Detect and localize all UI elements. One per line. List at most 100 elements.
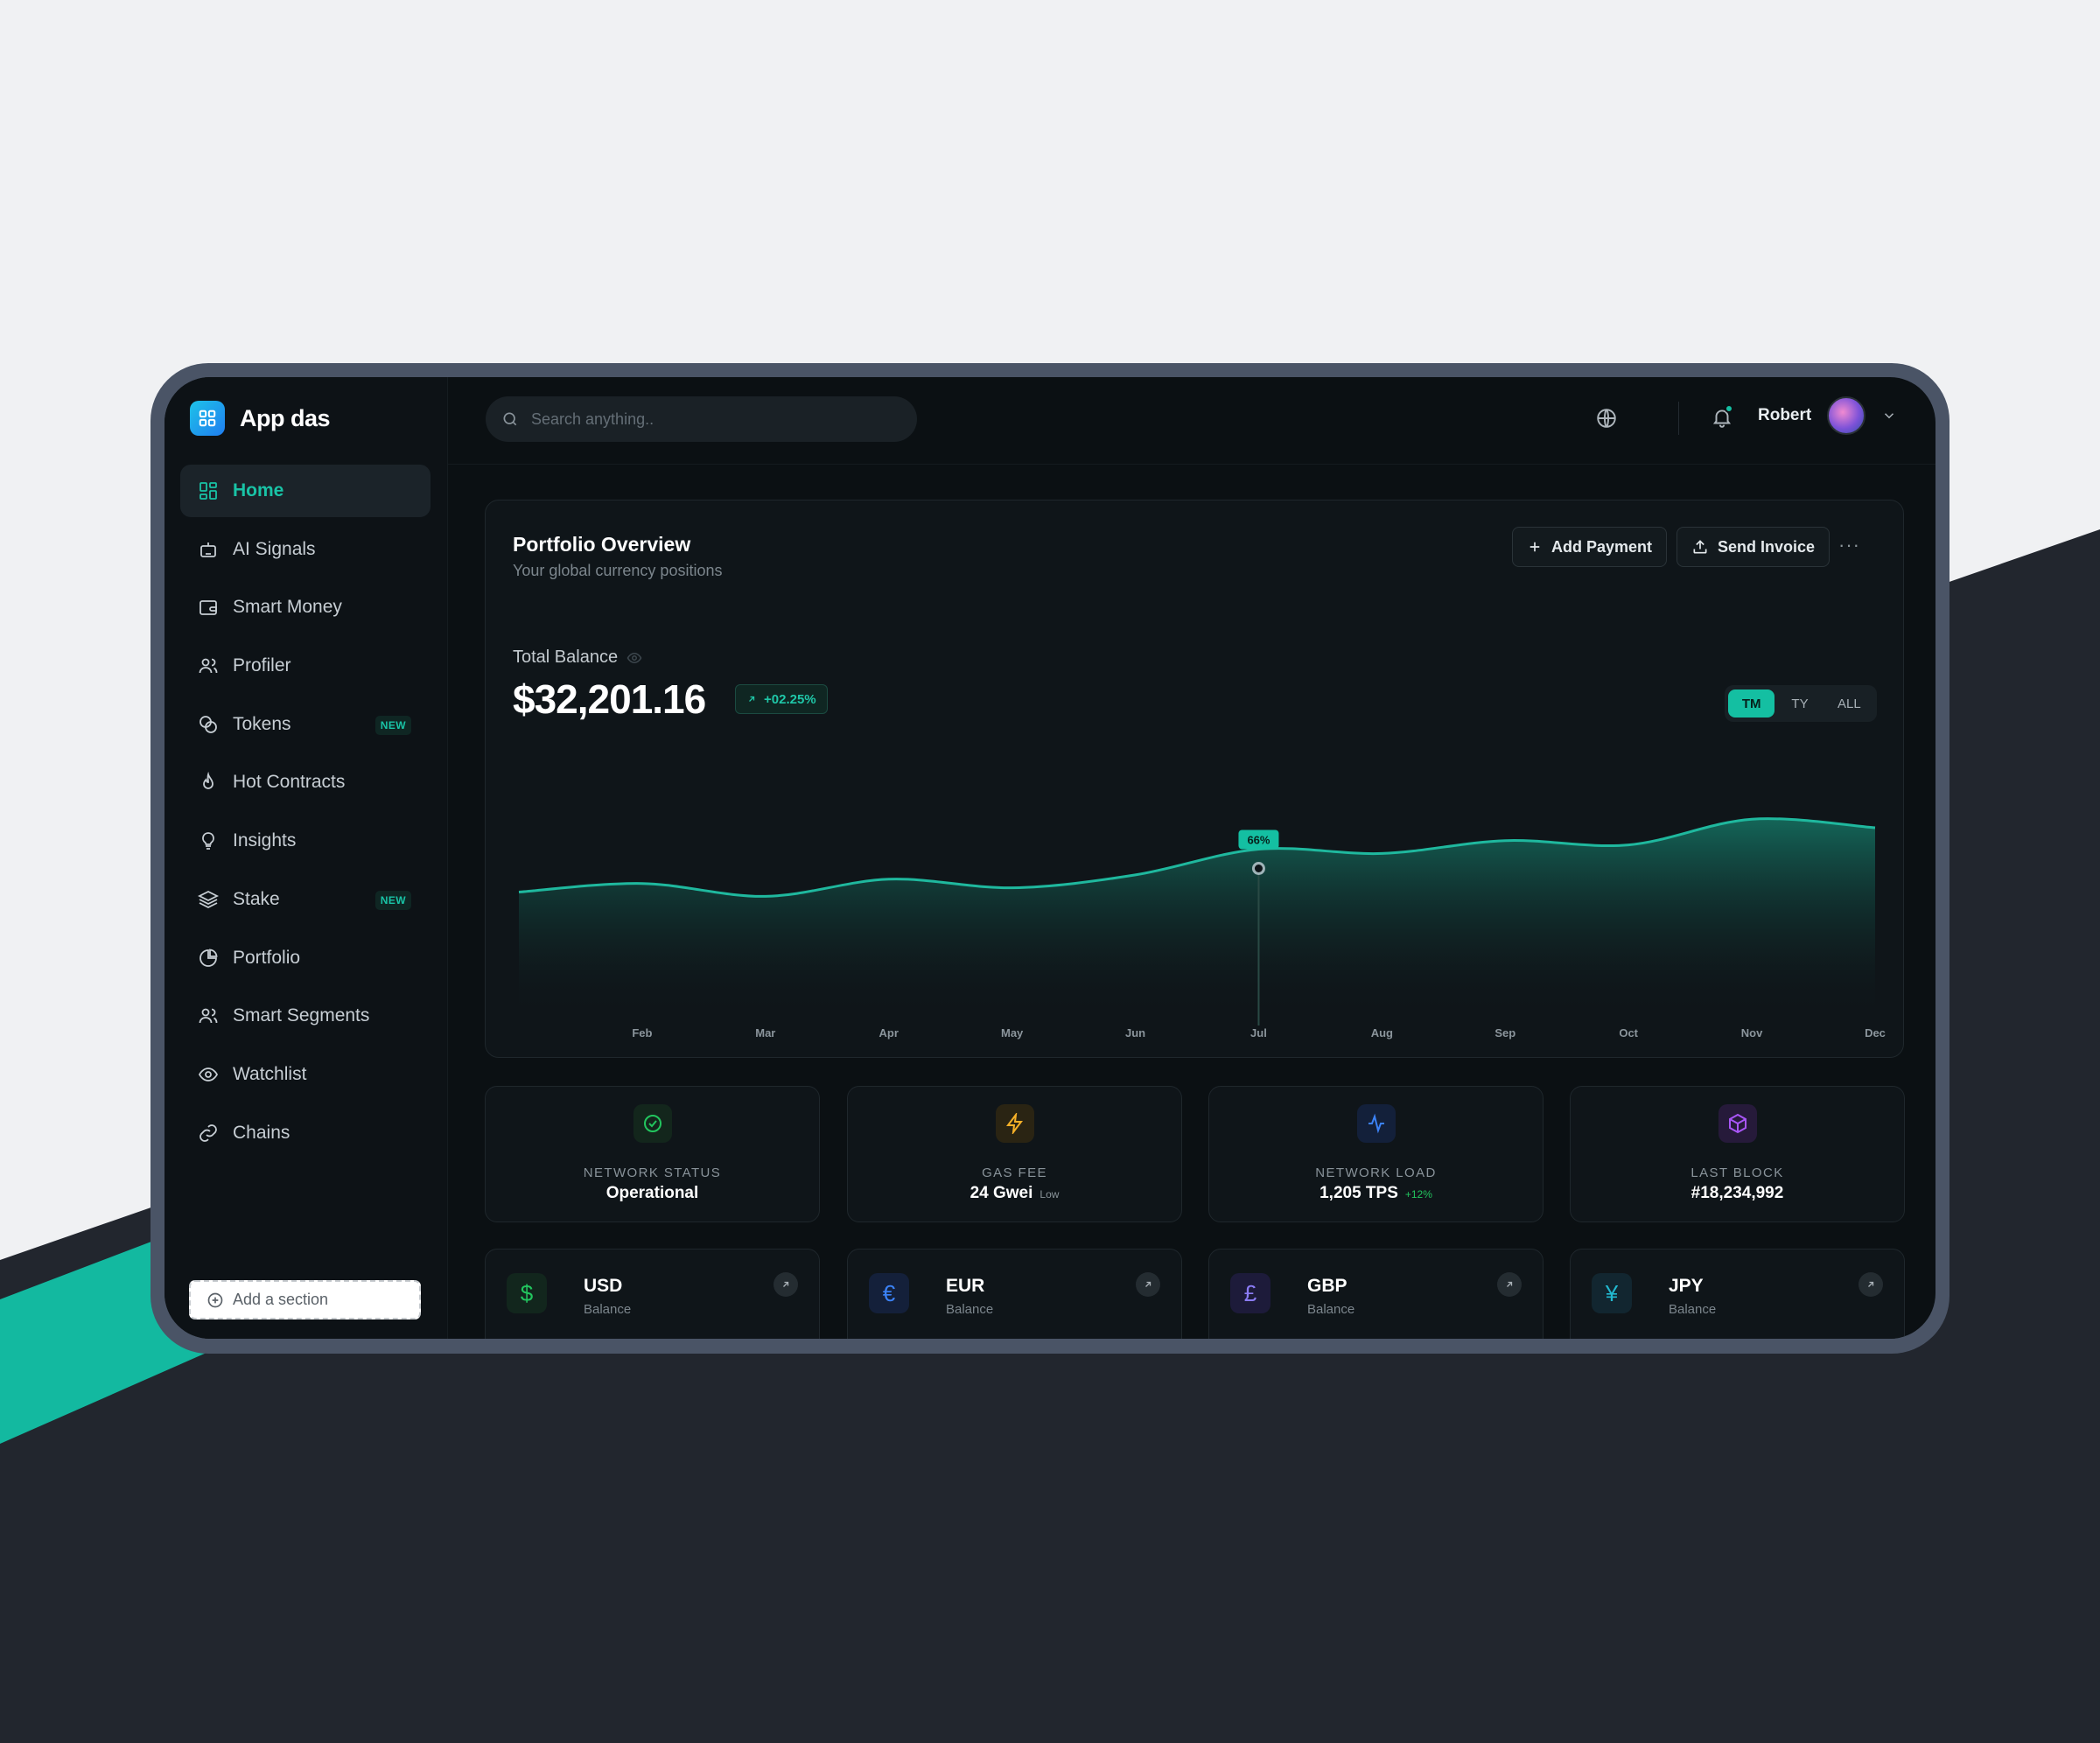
- layers-icon: [198, 890, 219, 908]
- stat-value: #18,234,992: [1690, 1184, 1784, 1202]
- user-menu[interactable]: Robert: [1758, 396, 1897, 435]
- add-section-button[interactable]: Add a section: [189, 1280, 421, 1320]
- plus-icon: [1530, 542, 1540, 552]
- chart-area: [519, 818, 1875, 1017]
- app-name: App das: [240, 404, 331, 431]
- users-icon: [199, 1008, 218, 1024]
- new-badge: NEW: [374, 715, 411, 735]
- avatar: [1827, 396, 1866, 435]
- sidebar-item-label: Stake: [233, 888, 280, 909]
- sidebar-item-smart-segments[interactable]: Smart Segments: [180, 990, 430, 1042]
- notification-dot: [1725, 404, 1733, 413]
- dollar-icon: $: [507, 1273, 547, 1313]
- x-tick-label: Aug: [1371, 1026, 1393, 1040]
- eye-icon[interactable]: [626, 650, 642, 666]
- stat-value: 1,205 TPS: [1320, 1184, 1398, 1202]
- sidebar-item-smart-money[interactable]: Smart Money: [180, 581, 430, 634]
- currency-subtitle: Balance: [584, 1302, 632, 1317]
- sidebar-item-home[interactable]: Home: [180, 465, 430, 517]
- bolt-icon: [995, 1104, 1034, 1143]
- stat-label: GAS FEE: [982, 1166, 1047, 1180]
- euro-icon: €: [869, 1273, 909, 1313]
- currency-subtitle: Balance: [1669, 1302, 1717, 1317]
- topbar: Search anything.. Robert: [448, 377, 1936, 465]
- x-tick-label: May: [1001, 1026, 1024, 1040]
- open-arrow-icon[interactable]: [1497, 1272, 1522, 1297]
- sidebar-item-profiler[interactable]: Profiler: [180, 640, 430, 692]
- notification-button[interactable]: [1711, 404, 1735, 430]
- stat-label: LAST BLOCK: [1690, 1166, 1784, 1180]
- app-window: App das Home AI Signals Smart Money Prof…: [164, 377, 1936, 1339]
- sidebar-item-portfolio[interactable]: Portfolio: [180, 932, 430, 984]
- brand[interactable]: App das: [190, 401, 331, 436]
- send-invoice-button[interactable]: Send Invoice: [1676, 527, 1830, 567]
- coins-icon: [200, 715, 217, 733]
- stat-value-row: 1,205 TPS +12%: [1209, 1184, 1543, 1203]
- search-input[interactable]: Search anything..: [486, 396, 917, 442]
- range-all-button[interactable]: ALL: [1838, 696, 1861, 711]
- stat-value: Operational: [606, 1184, 699, 1202]
- search-icon: [503, 412, 517, 426]
- sidebar-item-label: Portfolio: [233, 947, 301, 968]
- yen-icon: ¥: [1592, 1273, 1632, 1313]
- bell-icon: [1712, 410, 1732, 428]
- sidebar-item-label: Smart Segments: [233, 1005, 370, 1026]
- sidebar-item-hot-contracts[interactable]: Hot Contracts: [180, 756, 430, 808]
- user-name: Robert: [1758, 406, 1812, 424]
- pound-icon: £: [1230, 1273, 1270, 1313]
- total-balance-label: Total Balance: [513, 648, 642, 668]
- stat-value: 24 Gwei: [970, 1184, 1033, 1202]
- flame-icon: [203, 772, 214, 790]
- sidebar-item-label: Watchlist: [233, 1063, 307, 1084]
- robot-icon: [200, 542, 216, 557]
- sidebar-item-insights[interactable]: Insights: [180, 815, 430, 867]
- check-circle-icon: [633, 1104, 672, 1143]
- pie-chart-icon: [200, 948, 218, 967]
- sidebar-item-ai-signals[interactable]: AI Signals: [180, 523, 430, 576]
- stat-card-gas-fee[interactable]: GAS FEE 24 Gwei Low: [847, 1086, 1182, 1222]
- sidebar-item-label: Hot Contracts: [233, 772, 346, 793]
- open-arrow-icon[interactable]: [774, 1272, 798, 1297]
- currency-card-usd[interactable]: $ USD Balance: [485, 1249, 820, 1339]
- x-tick-label: Jul: [1250, 1026, 1267, 1040]
- send-invoice-label: Send Invoice: [1718, 537, 1816, 556]
- currency-code: GBP: [1307, 1276, 1348, 1296]
- x-tick-label: Mar: [755, 1026, 775, 1040]
- sidebar-item-label: Home: [233, 480, 284, 500]
- stat-card-network-load[interactable]: NETWORK LOAD 1,205 TPS +12%: [1208, 1086, 1544, 1222]
- x-tick-label: Jun: [1125, 1026, 1145, 1040]
- currency-card-eur[interactable]: € EUR Balance: [847, 1249, 1182, 1339]
- highlight-tag: [1238, 830, 1279, 850]
- currency-card-gbp[interactable]: £ GBP Balance: [1208, 1249, 1544, 1339]
- sidebar-item-chains[interactable]: Chains: [180, 1107, 430, 1159]
- currency-card-jpy[interactable]: ¥ JPY Balance: [1570, 1249, 1905, 1339]
- range-ty-button[interactable]: TY: [1791, 696, 1809, 711]
- sidebar-item-tokens[interactable]: Tokens NEW: [180, 698, 430, 751]
- lightbulb-icon: [202, 832, 214, 850]
- main-content: Search anything.. Robert Portfolio Overv…: [448, 377, 1936, 1339]
- stat-note: Low: [1040, 1188, 1060, 1200]
- more-options-icon[interactable]: ···: [1838, 534, 1860, 556]
- stat-card-last-block[interactable]: LAST BLOCK #18,234,992: [1570, 1086, 1905, 1222]
- total-balance-text: Total Balance: [513, 648, 619, 667]
- link-icon: [200, 1124, 217, 1142]
- stat-value-row: 24 Gwei Low: [848, 1184, 1181, 1203]
- activity-icon: [1356, 1104, 1396, 1143]
- x-tick-label: Apr: [879, 1026, 899, 1040]
- sidebar-item-label: Smart Money: [233, 597, 342, 618]
- range-tm-button[interactable]: TM: [1728, 690, 1775, 718]
- highlight-point[interactable]: [1251, 862, 1265, 875]
- add-payment-button[interactable]: Add Payment: [1512, 527, 1668, 567]
- sidebar-item-label: Profiler: [233, 655, 291, 676]
- sidebar-item-stake[interactable]: Stake NEW: [180, 873, 430, 926]
- chevron-down-icon: [1885, 413, 1894, 419]
- chart-line: [518, 817, 1876, 898]
- sidebar-nav: Home AI Signals Smart Money Profiler Tok…: [180, 465, 430, 1165]
- users-icon: [199, 658, 218, 674]
- open-arrow-icon[interactable]: [1858, 1272, 1883, 1297]
- sidebar-item-watchlist[interactable]: Watchlist: [180, 1048, 430, 1101]
- open-arrow-icon[interactable]: [1136, 1272, 1160, 1297]
- stat-card-network-status[interactable]: NETWORK STATUS Operational: [485, 1086, 820, 1222]
- portfolio-card: Portfolio Overview Your global currency …: [485, 500, 1904, 1058]
- globe-icon[interactable]: [1595, 407, 1618, 430]
